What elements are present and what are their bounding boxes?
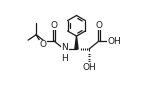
Text: O: O bbox=[51, 21, 58, 30]
Text: N
H: N H bbox=[61, 43, 68, 63]
Text: OH: OH bbox=[107, 36, 121, 46]
Text: O: O bbox=[95, 21, 102, 30]
Polygon shape bbox=[75, 36, 78, 49]
Text: O: O bbox=[40, 40, 47, 49]
Text: OH: OH bbox=[82, 63, 96, 72]
